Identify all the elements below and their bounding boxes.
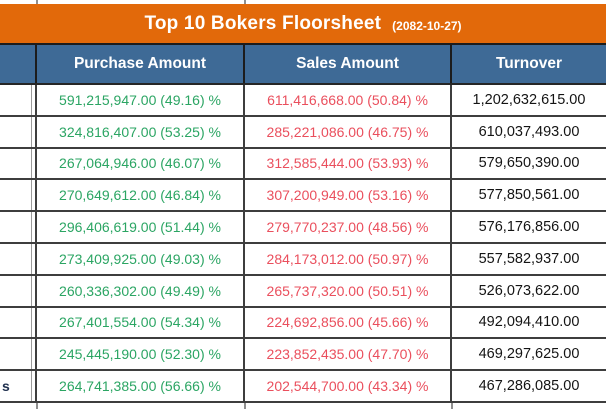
purchase-amount-cell: 324,816,407.00 (53.25) % [37,116,245,147]
column-border-tick [244,0,246,4]
broker-name-cell: s [0,371,37,401]
purchase-amount-cell: 267,401,554.00 (54.34) % [37,307,245,338]
turnover-cell: 492,094,410.00 [478,314,580,331]
table-row: 267,401,554.00 (54.34) % 224,692,856.00 … [0,307,606,340]
broker-name-cell [0,116,37,147]
table-row: 270,649,612.00 (46.84) % 307,200,949.00 … [0,180,606,213]
table-body: 591,215,947.00 (49.16) % 611,416,668.00 … [0,85,606,403]
turnover-cell: 467,286,085.00 [478,378,580,395]
turnover-cell: 610,037,493.00 [478,123,580,140]
broker-name-cell [0,85,37,115]
table-row: 267,064,946.00 (46.07) % 312,585,444.00 … [0,148,606,181]
table-row: 324,816,407.00 (53.25) % 285,221,086.00 … [0,116,606,149]
sales-amount-cell: 611,416,668.00 (50.84) % [245,85,452,115]
column-border-tick [36,0,38,4]
purchase-amount-cell: 591,215,947.00 (49.16) % [37,85,245,115]
purchase-amount-cell: 267,064,946.00 (46.07) % [37,148,245,179]
bottom-strip [0,402,606,409]
broker-name-cell [0,307,37,338]
purchase-amount-cell: 260,336,302.00 (49.49) % [37,275,245,306]
column-border-tick [244,402,246,409]
broker-name-cell [0,243,37,274]
title-bar: Top 10 Bokers Floorsheet (2082-10-27) [0,4,606,43]
broker-name-cell [0,180,37,211]
purchase-amount-cell: 273,409,925.00 (49.03) % [37,243,245,274]
turnover-cell: 1,202,632,615.00 [472,91,586,108]
broker-name-cell [0,275,37,306]
purchase-amount-cell: 296,406,619.00 (51.44) % [37,212,245,242]
sales-amount-cell: 284,173,012.00 (50.97) % [245,243,452,274]
title-date: (2082-10-27) [392,19,462,33]
header-broker-column [0,45,37,83]
sales-amount-cell: 312,585,444.00 (53.93) % [245,148,452,179]
broker-name-cell [0,212,37,242]
sales-amount-cell: 223,852,435.00 (47.70) % [245,339,452,370]
sales-amount-cell: 224,692,856.00 (45.66) % [245,307,452,338]
header-purchase-amount: Purchase Amount [37,45,245,83]
top-strip [0,0,606,4]
header-turnover: Turnover [495,55,563,72]
sales-amount-cell: 202,544,700.00 (43.34) % [245,371,452,401]
purchase-amount-cell: 270,649,612.00 (46.84) % [37,180,245,211]
purchase-amount-cell: 245,445,190.00 (52.30) % [37,339,245,370]
turnover-cell: 526,073,622.00 [478,282,580,299]
turnover-cell: 557,582,937.00 [478,250,580,267]
column-border-tick [451,402,453,409]
table-row: 245,445,190.00 (52.30) % 223,852,435.00 … [0,339,606,372]
sales-amount-cell: 307,200,949.00 (53.16) % [245,180,452,211]
table-row: s 264,741,385.00 (56.66) % 202,544,700.0… [0,371,606,403]
purchase-amount-cell: 264,741,385.00 (56.66) % [37,371,245,401]
turnover-cell: 469,297,625.00 [478,346,580,363]
turnover-cell: 576,176,856.00 [478,219,580,236]
page-title: Top 10 Bokers Floorsheet [144,12,382,34]
column-border-tick [36,402,38,409]
broker-name-cell [0,339,37,370]
table-row: 591,215,947.00 (49.16) % 611,416,668.00 … [0,85,606,117]
table-row: 296,406,619.00 (51.44) % 279,770,237.00 … [0,212,606,244]
table-header-row: Purchase Amount Sales Amount Turnover [0,43,606,85]
sales-amount-cell: 285,221,086.00 (46.75) % [245,116,452,147]
table-row: 260,336,302.00 (49.49) % 265,737,320.00 … [0,275,606,308]
broker-name-cell [0,148,37,179]
turnover-cell: 579,650,390.00 [478,155,580,172]
header-sales-amount: Sales Amount [245,45,452,83]
sales-amount-cell: 265,737,320.00 (50.51) % [245,275,452,306]
turnover-cell: 577,850,561.00 [478,187,580,204]
sales-amount-cell: 279,770,237.00 (48.56) % [245,212,452,242]
table-row: 273,409,925.00 (49.03) % 284,173,012.00 … [0,243,606,276]
